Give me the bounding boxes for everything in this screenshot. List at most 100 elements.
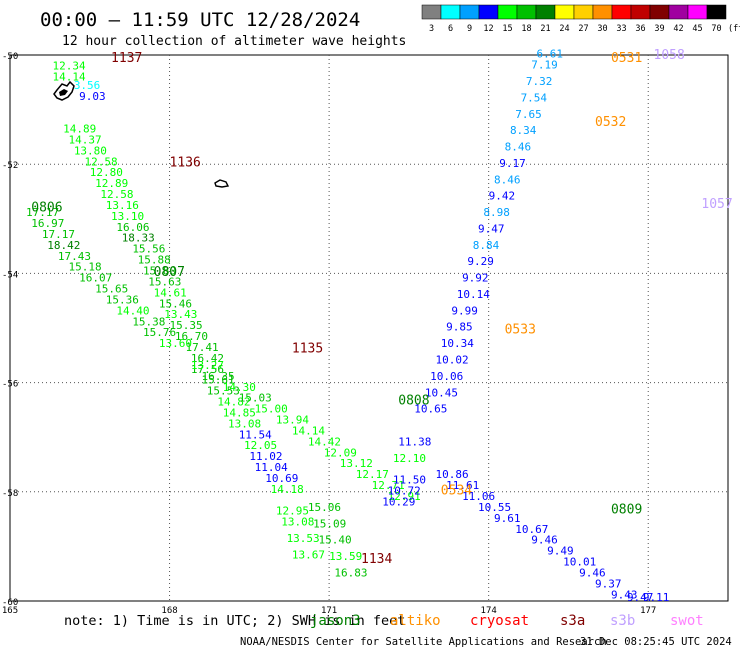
wave-height-point: 14.85 [223, 406, 256, 419]
wave-height-point: 14.89 [63, 123, 96, 136]
wave-height-point: 9.99 [451, 304, 478, 317]
pass-time-label: 0531 [611, 51, 642, 66]
wave-height-point: 12.71 [372, 479, 405, 492]
scale-label: 24 [559, 24, 569, 34]
wave-height-point: 14.82 [217, 396, 250, 409]
wave-height-point: 9.17 [499, 157, 526, 170]
scale-swatch [668, 4, 689, 20]
wave-height-point: 12.58 [84, 155, 117, 168]
wave-height-point: 15.36 [106, 293, 139, 306]
wave-height-point: 12.09 [324, 446, 357, 459]
wave-height-point: 10.67 [515, 523, 548, 536]
wave-height-point: 16.97 [31, 217, 64, 230]
wave-height-point: 8.46 [494, 173, 521, 186]
wave-height-point: 11.54 [239, 428, 272, 441]
lon-tick-label: 171 [321, 606, 337, 616]
pass-time-label: 0807 [154, 265, 185, 280]
wave-height-point: 13.80 [74, 144, 107, 157]
wave-height-point: 13.67 [292, 548, 325, 561]
wave-height-point: 12.05 [244, 439, 277, 452]
pass-time-label: 1057 [701, 197, 732, 212]
wave-height-point: 11.02 [249, 450, 282, 463]
wave-height-point: 10.65 [414, 403, 447, 416]
lon-tick-label: 177 [640, 606, 656, 616]
wave-height-point: 7.32 [526, 75, 553, 88]
wave-height-point: 18.42 [47, 239, 80, 252]
wave-height-point: 7.65 [515, 108, 542, 121]
scale-label: 27 [578, 24, 588, 34]
lat-tick-label: -56 [2, 380, 18, 390]
chart-title: 00:00 – 11:59 UTC 12/28/2024 [40, 9, 360, 31]
wave-height-point: 9.47 [478, 222, 505, 235]
wave-height-point: 14.42 [308, 435, 341, 448]
scale-label: 36 [635, 24, 645, 34]
wave-height-point: 8.34 [510, 124, 537, 137]
wave-height-point: 13.10 [111, 210, 144, 223]
scale-swatch [440, 4, 461, 20]
wave-height-point: 12.58 [100, 188, 133, 201]
wave-height-point: 15.35 [170, 319, 203, 332]
wave-height-point: 10.55 [478, 501, 511, 514]
wave-height-point: 7.19 [531, 59, 558, 72]
scale-unit: (ft) [728, 24, 740, 34]
wave-height-point: 9.03 [79, 90, 106, 103]
wave-height-point: 15.09 [313, 517, 346, 530]
wave-height-point: 15.61 [201, 374, 234, 387]
grid-lines [10, 55, 728, 601]
wave-height-point: 9.92 [462, 272, 489, 285]
scale-label: 12 [483, 24, 493, 34]
wave-height-point: 15.06 [308, 501, 341, 514]
wave-height-point: 13.08 [281, 516, 314, 529]
plot-frame [9, 54, 729, 602]
wave-height-point: 11.50 [393, 474, 426, 487]
scale-label: 30 [597, 24, 607, 34]
wave-height-point: 13.27 [191, 359, 224, 372]
scale-label: 18 [521, 24, 531, 34]
wave-height-point: 10.02 [435, 353, 468, 366]
lat-tick-label: -60 [2, 598, 18, 608]
scale-label: 45 [692, 24, 702, 34]
coastline [53, 80, 230, 188]
scale-swatch [687, 4, 708, 20]
satellite-legend-item: swot [670, 613, 704, 629]
wave-height-point: 9.37 [595, 577, 622, 590]
wave-height-point: 17.41 [186, 341, 219, 354]
scale-swatch [630, 4, 651, 20]
wave-height-point: 14.14 [292, 424, 325, 437]
wave-height-point: 11.04 [255, 461, 288, 474]
wave-height-point: 13.16 [106, 199, 139, 212]
pass-time-label: 1137 [111, 51, 142, 66]
wave-height-point: 14.14 [53, 71, 86, 84]
satellite-legend-item: jason3 [310, 613, 361, 629]
pass-time-label: 1136 [170, 155, 201, 170]
wave-height-point: 17.17 [42, 228, 75, 241]
wave-height-point: 15.38 [132, 315, 165, 328]
wave-height-values: 12.3414.1414.8914.3713.8012.5812.8012.89… [26, 48, 669, 604]
wave-height-point: 12.80 [90, 166, 123, 179]
pass-time-label: 0534 [441, 484, 472, 499]
scale-label: 42 [673, 24, 683, 34]
scale-label: 70 [711, 24, 721, 34]
wave-height-point: 12.10 [393, 452, 426, 465]
wave-height-point: 15.18 [69, 261, 102, 274]
wave-height-point: 16.83 [334, 566, 367, 579]
wave-height-point: 10.34 [441, 337, 474, 350]
pass-time-label: 1134 [361, 552, 392, 567]
lat-tick-label: -50 [2, 52, 18, 62]
wave-height-point: 16.35 [201, 370, 234, 383]
wave-height-point: 10.69 [265, 472, 298, 485]
wave-height-point: 13.53 [287, 532, 320, 545]
satellite-legend-item: altiko [390, 613, 441, 629]
scale-swatch [478, 4, 499, 20]
wave-height-point: 11.61 [446, 479, 479, 492]
wave-height-point: 14.61 [154, 286, 187, 299]
wave-height-point: 11.06 [462, 490, 495, 503]
wave-height-point: 12.34 [53, 60, 86, 73]
satellite-legend: jason3 altiko cryosat s3a s3b swot [310, 613, 704, 629]
footer-credit: NOAA/NESDIS Center for Satellite Applica… [240, 636, 607, 648]
scale-swatch [573, 4, 594, 20]
wave-height-point: 16.70 [175, 330, 208, 343]
scale-swatch [649, 4, 670, 20]
wave-height-point: 10.06 [430, 370, 463, 383]
